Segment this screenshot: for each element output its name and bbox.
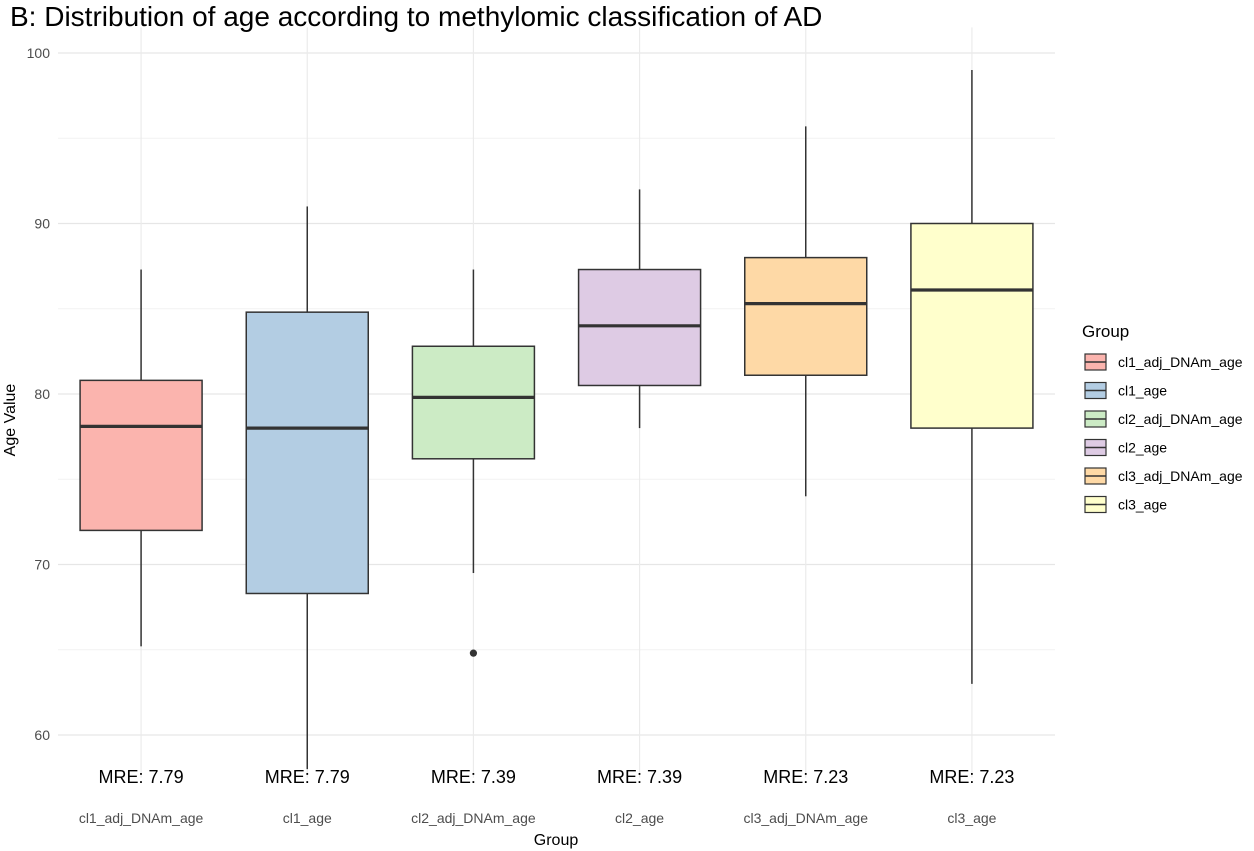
x-tick-label: cl3_adj_DNAm_age <box>743 810 868 826</box>
x-tick-label: cl2_adj_DNAm_age <box>411 810 536 826</box>
chart-title: B: Distribution of age according to meth… <box>10 1 822 32</box>
mre-annotation: MRE: 7.79 <box>99 767 184 787</box>
box-iqr <box>910 222 1034 429</box>
legend-title: Group <box>1082 322 1129 341</box>
legend-item-cl2_adj_DNAm_age: cl2_adj_DNAm_age <box>1084 410 1243 428</box>
legend-label: cl2_age <box>1118 440 1167 456</box>
legend: Group cl1_adj_DNAm_age cl1_age cl2_adj_DNA… <box>1082 322 1243 514</box>
legend-item-cl2_age: cl2_age <box>1084 438 1167 457</box>
y-tick-label: 70 <box>34 557 50 573</box>
y-tick-label: 80 <box>34 386 50 402</box>
mre-annotation: MRE: 7.79 <box>265 767 350 787</box>
mre-annotation: MRE: 7.23 <box>763 767 848 787</box>
box-iqr <box>411 345 536 460</box>
annotations: MRE: 7.79 MRE: 7.79 MRE: 7.39 MRE: 7.39 MRE:… <box>99 767 1015 787</box>
legend-item-cl1_adj_DNAm_age: cl1_adj_DNAm_age <box>1084 353 1243 371</box>
box-cl3_adj_DNAm_age <box>744 126 868 497</box>
legend-label: cl3_age <box>1118 497 1167 513</box>
legend-item-cl3_age: cl3_age <box>1084 495 1167 514</box>
x-tick-label: cl1_adj_DNAm_age <box>79 810 204 826</box>
x-tick-label: cl2_age <box>615 810 664 826</box>
grid <box>58 27 1055 778</box>
y-tick-label: 100 <box>27 45 51 61</box>
x-axis-title: Group <box>534 832 579 849</box>
legend-label: cl1_age <box>1118 383 1167 399</box>
box-iqr <box>79 379 203 532</box>
box-iqr <box>577 268 702 387</box>
box-cl2_adj_DNAm_age <box>411 269 536 657</box>
axes: 60 70 80 90 100 cl1_adj_DNAm_age cl1_age cl2_ad… <box>27 45 997 826</box>
legend-label: cl2_adj_DNAm_age <box>1118 411 1243 427</box>
mre-annotation: MRE: 7.39 <box>597 767 682 787</box>
legend-item-cl1_age: cl1_age <box>1084 381 1167 400</box>
boxes <box>79 70 1034 770</box>
box-cl2_age <box>577 189 702 429</box>
y-tick-label: 60 <box>34 727 50 743</box>
y-axis-title: Age Value <box>2 384 19 457</box>
mre-annotation: MRE: 7.23 <box>929 767 1014 787</box>
box-cl1_age <box>245 206 369 770</box>
box-iqr <box>744 256 868 376</box>
box-iqr <box>245 311 369 595</box>
y-tick-label: 90 <box>34 216 50 232</box>
outlier-point <box>469 649 478 657</box>
x-tick-label: cl3_age <box>947 810 996 826</box>
legend-item-cl3_adj_DNAm_age: cl3_adj_DNAm_age <box>1084 467 1243 485</box>
mre-annotation: MRE: 7.39 <box>431 767 516 787</box>
legend-label: cl1_adj_DNAm_age <box>1118 354 1243 370</box>
box-cl1_adj_DNAm_age <box>79 269 203 647</box>
box-cl3_age <box>910 70 1034 684</box>
x-tick-label: cl1_age <box>283 810 332 826</box>
legend-label: cl3_adj_DNAm_age <box>1118 468 1243 484</box>
